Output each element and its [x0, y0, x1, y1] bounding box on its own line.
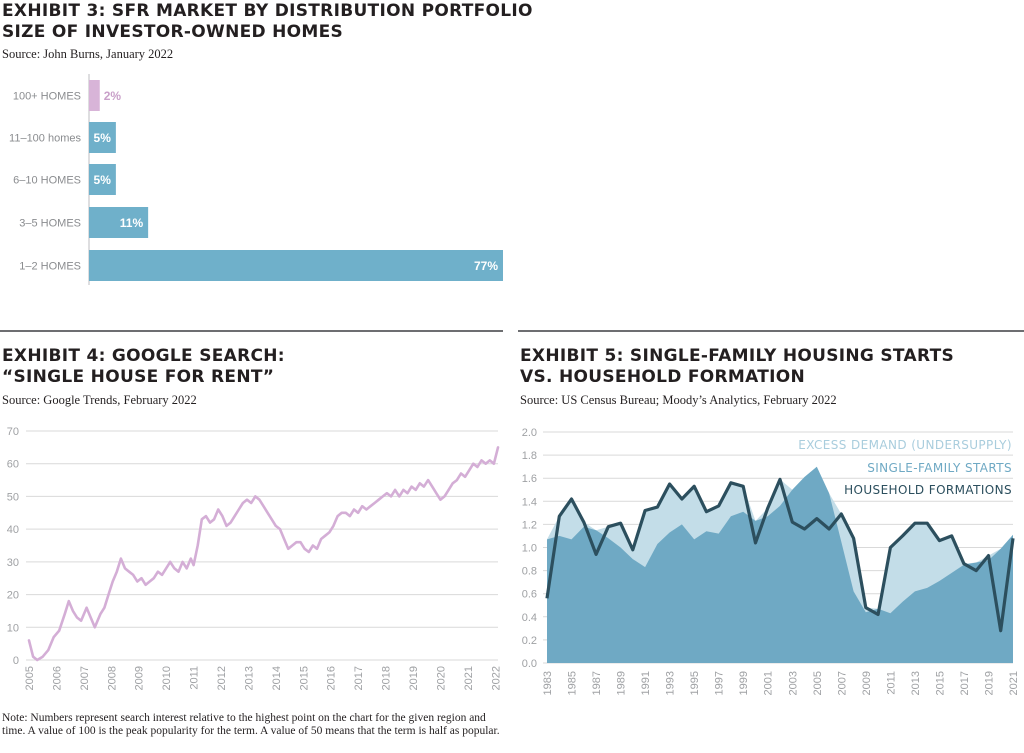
exhibit5-xtick-9: 2001 [763, 671, 775, 695]
exhibit4-xtick-16: 2021 [463, 666, 475, 690]
exhibit4-series-line [27, 446, 500, 662]
exhibit5-household-formations-line [545, 477, 1015, 633]
exhibit4-xtick-12: 2017 [353, 666, 365, 690]
exhibit5-ytick-7: 1.4 [522, 496, 537, 508]
exhibit4-title-line2: “SINGLE HOUSE FOR RENT” [2, 367, 275, 387]
exhibit5-ytick-3: 0.6 [522, 589, 537, 601]
exhibit5-xtick-14: 2011 [885, 671, 897, 695]
exhibit4-xtick-14: 2019 [408, 666, 420, 690]
exhibit3-bar-chart: 100+ HOMES 2% 11–100 homes 5% 6–10 HOMES 5% 3–… [9, 74, 503, 285]
exhibit5-ytick-4: 0.8 [522, 566, 537, 578]
exhibit5-legend-1: SINGLE-FAMILY STARTS [867, 461, 1012, 475]
exhibit5-xtick-17: 2017 [959, 671, 971, 695]
exhibit5-title: EXHIBIT 5: SINGLE-FAMILY HOUSING STARTS … [520, 346, 954, 388]
exhibit5-xtick-18: 2019 [983, 671, 995, 695]
exhibit4-xtick-4: 2009 [134, 666, 146, 690]
exhibit3-bar-2 [89, 164, 116, 195]
exhibit5-title-line1: EXHIBIT 5: SINGLE-FAMILY HOUSING STARTS [520, 346, 955, 366]
exhibit3-bar-0 [89, 80, 100, 111]
exhibit5-ytick-5: 1.0 [522, 543, 537, 555]
exhibit3-bar-4 [89, 250, 503, 281]
exhibit5-ytick-9: 1.8 [522, 450, 537, 462]
exhibit5-ytick-2: 0.4 [522, 612, 537, 624]
exhibit3-title-line1: EXHIBIT 3: SFR MARKET BY DISTRIBUTION PO… [2, 1, 533, 21]
exhibit4-xtick-5: 2010 [161, 666, 173, 690]
exhibit4-xtick-10: 2015 [298, 666, 310, 690]
exhibit4-ytick-4: 40 [7, 524, 19, 536]
exhibit4-xtick-6: 2011 [189, 666, 201, 690]
exhibit4-xtick-3: 2008 [106, 666, 118, 690]
exhibit5-xtick-10: 2003 [787, 671, 799, 695]
exhibit3-category-label-4: 1–2 HOMES [19, 261, 81, 273]
exhibit4-ytick-7: 70 [7, 426, 19, 438]
exhibit3-data-label-3: 11% [120, 216, 144, 230]
exhibit4-xtick-8: 2013 [243, 666, 255, 690]
exhibit4-ytick-2: 20 [7, 590, 19, 602]
exhibit5-xtick-5: 1993 [665, 671, 677, 695]
exhibit5-ytick-8: 1.6 [522, 473, 537, 485]
exhibit4-xtick-1: 2006 [51, 666, 63, 690]
exhibit4-xtick-2: 2007 [79, 666, 91, 690]
exhibit5-xtick-7: 1997 [714, 671, 726, 695]
exhibit4-ytick-5: 50 [7, 491, 19, 503]
exhibit3-bar-3 [89, 207, 149, 238]
exhibit3-title: EXHIBIT 3: SFR MARKET BY DISTRIBUTION PO… [2, 1, 533, 43]
exhibit5-xtick-15: 2013 [910, 671, 922, 695]
exhibit5-area-chart: 0.0 0.2 0.4 0.6 0.8 1.0 1.2 1.4 1.6 1.8 2.0 1983 198… [522, 427, 1020, 695]
exhibit4-xtick-13: 2018 [381, 666, 393, 690]
exhibit4-ytick-6: 60 [7, 459, 19, 471]
exhibit4-xtick-9: 2014 [271, 666, 283, 690]
exhibit4-source: Source: Google Trends, February 2022 [2, 393, 197, 407]
exhibit4-xtick-7: 2012 [216, 666, 228, 690]
exhibit5-xtick-2: 1987 [591, 671, 603, 695]
exhibit4-title: EXHIBIT 4: GOOGLE SEARCH: “SINGLE HOUSE … [2, 346, 285, 388]
exhibit5-xtick-11: 2005 [812, 671, 824, 695]
exhibit3-data-label-4: 77% [474, 259, 498, 273]
exhibit5-xtick-13: 2009 [861, 671, 873, 695]
exhibit3-category-label-3: 3–5 HOMES [19, 218, 81, 230]
exhibit5-ytick-10: 2.0 [522, 427, 537, 439]
exhibit5-single-family-starts-area [547, 466, 1013, 663]
exhibit5-xtick-8: 1999 [738, 671, 750, 695]
exhibit5-xtick-1: 1985 [567, 671, 579, 695]
exhibit5-xtick-19: 2021 [1008, 671, 1020, 695]
exhibit4-title-line1: EXHIBIT 4: GOOGLE SEARCH: [2, 346, 285, 366]
exhibit3-source: Source: John Burns, January 2022 [2, 47, 174, 61]
exhibit5-title-line2: VS. HOUSEHOLD FORMATION [520, 367, 806, 387]
exhibit5-source: Source: US Census Bureau; Moody’s Analyt… [520, 393, 837, 407]
exhibit5-xtick-4: 1991 [640, 671, 652, 695]
exhibit3-bar-1 [89, 122, 116, 153]
section-divider-right [518, 330, 1024, 332]
exhibit5-ytick-0: 0.0 [522, 658, 537, 670]
exhibit4-xtick-0: 2005 [24, 666, 36, 690]
exhibit3-data-label-2: 5% [94, 173, 112, 187]
exhibit5-xtick-6: 1995 [689, 671, 701, 695]
exhibit4-ytick-0: 0 [13, 655, 19, 667]
exhibit3-category-label-0: 100+ HOMES [13, 91, 81, 103]
exhibit4-note: Note: Numbers represent search interest … [2, 712, 500, 737]
exhibit4-xtick-17: 2022 [490, 666, 502, 690]
exhibit5-xtick-12: 2007 [836, 671, 848, 695]
exhibit5-ytick-1: 0.2 [522, 635, 537, 647]
exhibit5-ytick-6: 1.2 [522, 519, 537, 531]
exhibit3-data-label-0: 2% [104, 89, 122, 103]
exhibit5-xtick-3: 1989 [616, 671, 628, 695]
exhibit3-category-label-2: 6–10 HOMES [13, 175, 81, 187]
exhibit5-xtick-0: 1983 [542, 671, 554, 695]
exhibit4-xtick-15: 2020 [435, 666, 447, 690]
section-divider-left [0, 330, 503, 332]
exhibit3-data-label-1: 5% [94, 131, 112, 145]
exhibit3-title-line2: SIZE OF INVESTOR-OWNED HOMES [2, 22, 344, 42]
exhibit5-legend-0: EXCESS DEMAND (UNDERSUPPLY) [798, 438, 1012, 452]
exhibit5-legend-2: HOUSEHOLD FORMATIONS [844, 483, 1012, 497]
exhibit4-ytick-3: 30 [7, 557, 19, 569]
exhibit4-xtick-11: 2016 [326, 666, 338, 690]
exhibit3-category-label-1: 11–100 homes [9, 133, 81, 145]
exhibit5-xtick-16: 2015 [934, 671, 946, 695]
exhibit4-ytick-1: 10 [7, 622, 19, 634]
exhibit4-line-chart: 0 10 20 30 40 50 60 70 2005 2006 2007 2008 2009 2010 2… [7, 426, 503, 690]
